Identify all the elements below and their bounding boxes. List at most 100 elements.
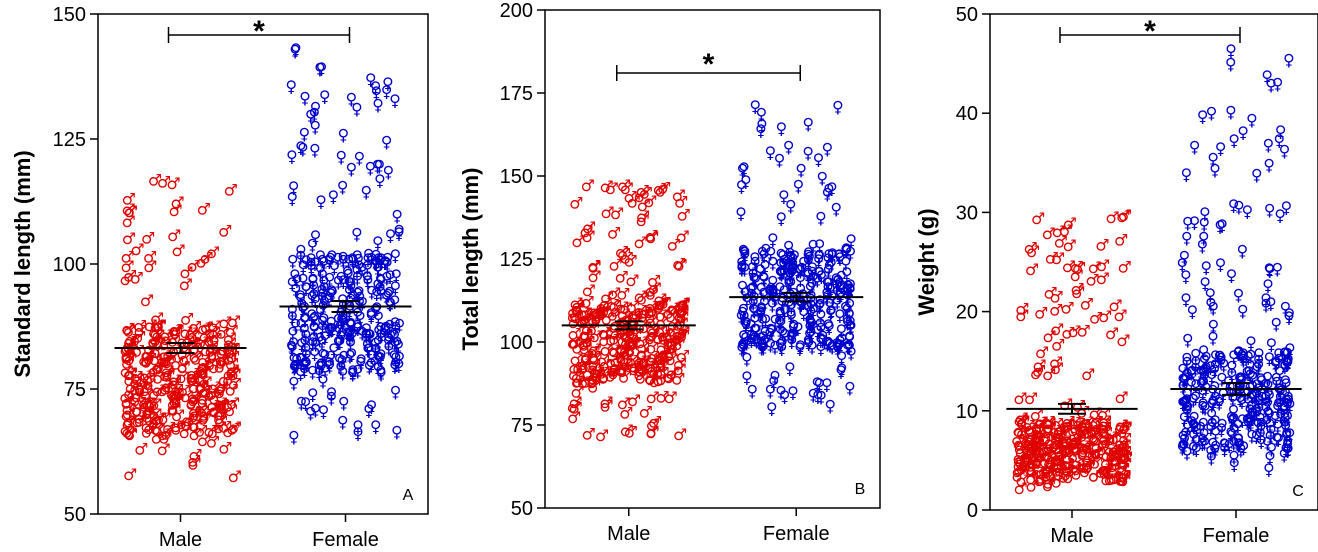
data-point: ♀ <box>316 333 328 352</box>
data-point: ♀ <box>384 317 396 336</box>
data-point: ♂ <box>580 347 594 366</box>
data-point: ♂ <box>162 419 176 438</box>
data-point: ♀ <box>338 126 350 145</box>
data-point: ♂ <box>1114 230 1128 249</box>
data-point: ♂ <box>121 347 135 366</box>
panel-A: 50 75 100 125 150 Standard length (mm) Male Fem… <box>10 4 429 551</box>
data-point: ♂ <box>605 179 619 198</box>
data-point: ♂ <box>196 362 210 381</box>
data-point: ♀ <box>371 253 383 272</box>
data-point: ♀ <box>343 252 355 271</box>
data-point: ♀ <box>308 310 320 329</box>
data-point: ♂ <box>605 330 619 349</box>
data-point: ♀ <box>328 340 340 359</box>
data-point: ♂ <box>218 417 232 436</box>
data-point: ♀ <box>319 328 331 347</box>
data-point: ♂ <box>610 352 624 371</box>
data-point: ♀ <box>735 308 747 327</box>
data-point: ♀ <box>335 328 347 347</box>
data-point: ♂ <box>590 308 604 327</box>
data-point: ♂ <box>129 373 143 392</box>
data-point: ♀ <box>393 221 405 240</box>
data-point: ♀ <box>1214 217 1226 236</box>
data-point: ♀ <box>325 314 337 333</box>
data-point: ♂ <box>131 401 145 420</box>
data-point: ♀ <box>308 286 320 305</box>
data-point: ♀ <box>364 327 376 346</box>
data-point: ♂ <box>123 202 137 221</box>
data-point: ♀ <box>373 250 385 269</box>
data-point: ♂ <box>144 395 158 414</box>
data-point: ♂ <box>215 405 229 424</box>
data-point: ♂ <box>188 417 202 436</box>
data-point: ♂ <box>609 358 623 377</box>
data-point: ♂ <box>634 318 648 337</box>
data-point: ♂ <box>134 411 148 430</box>
data-point: ♀ <box>316 59 328 78</box>
panel-letter: B <box>855 481 866 498</box>
data-point: ♂ <box>198 357 212 376</box>
data-point: ♂ <box>143 419 157 438</box>
y-tick-label: 150 <box>500 166 533 188</box>
data-point: ♂ <box>140 351 154 370</box>
data-point: ♂ <box>170 355 184 374</box>
data-point: ♀ <box>291 351 303 370</box>
data-point: ♀ <box>298 124 310 143</box>
x-tick-label-male: Male <box>607 523 650 545</box>
data-point: ♂ <box>616 285 630 304</box>
data-point: ♂ <box>644 282 658 301</box>
data-point: ♀ <box>374 171 386 190</box>
data-point: ♂ <box>1026 242 1040 261</box>
data-point: ♂ <box>607 305 621 324</box>
data-point: ♂ <box>1039 452 1053 471</box>
data-point: ♂ <box>605 352 619 371</box>
data-point: ♀ <box>1263 460 1275 479</box>
data-point: ♂ <box>177 358 191 377</box>
data-point: ♀ <box>296 296 308 315</box>
x-tick-label-female: Female <box>312 529 379 551</box>
data-point: ♀ <box>393 349 405 368</box>
data-point: ♂ <box>194 370 208 389</box>
data-point: ♂ <box>587 355 601 374</box>
data-point: ♂ <box>567 398 581 417</box>
data-point: ♂ <box>143 248 157 267</box>
data-point: ♀ <box>1251 404 1263 423</box>
data-point: ♂ <box>636 207 650 226</box>
data-point: ♀ <box>1189 138 1201 157</box>
data-point: ♂ <box>140 417 154 436</box>
data-point: ♀ <box>1283 50 1295 69</box>
data-point: ♂ <box>662 335 676 354</box>
data-point: ♂ <box>121 393 135 412</box>
data-point: ♂ <box>626 298 640 317</box>
data-point: ♀ <box>307 271 319 290</box>
data-point: ♂ <box>197 351 211 370</box>
data-point: ♀ <box>795 337 807 356</box>
x-tick-label-male: Male <box>1050 525 1093 547</box>
data-point: ♀ <box>382 74 394 93</box>
data-point: ♂ <box>170 390 184 409</box>
data-point: ♂ <box>579 326 593 345</box>
data-point: ♂ <box>181 332 195 351</box>
data-point: ♀ <box>286 147 298 166</box>
data-point: ♀ <box>353 257 365 276</box>
data-point: ♀ <box>295 138 307 157</box>
data-point: ♂ <box>158 335 172 354</box>
data-point: ♂ <box>657 326 671 345</box>
data-point: ♀ <box>299 310 311 329</box>
data-point: ♂ <box>606 296 620 315</box>
data-point: ♀ <box>372 259 384 278</box>
data-point: ♀ <box>315 260 327 279</box>
data-point: ♂ <box>223 350 237 369</box>
data-point: ♀ <box>375 362 387 381</box>
data-point: ♀ <box>315 302 327 321</box>
data-point: ♂ <box>617 305 631 324</box>
data-point: ♂ <box>579 326 593 345</box>
data-point: ♂ <box>188 317 202 336</box>
data-point: ♂ <box>1033 413 1047 432</box>
data-point: ♂ <box>587 305 601 324</box>
data-point: ♀ <box>830 200 842 219</box>
data-point: ♀ <box>1263 155 1275 174</box>
data-point: ♂ <box>123 266 137 285</box>
data-point: ♂ <box>645 422 659 441</box>
data-point: ♂ <box>652 363 666 382</box>
